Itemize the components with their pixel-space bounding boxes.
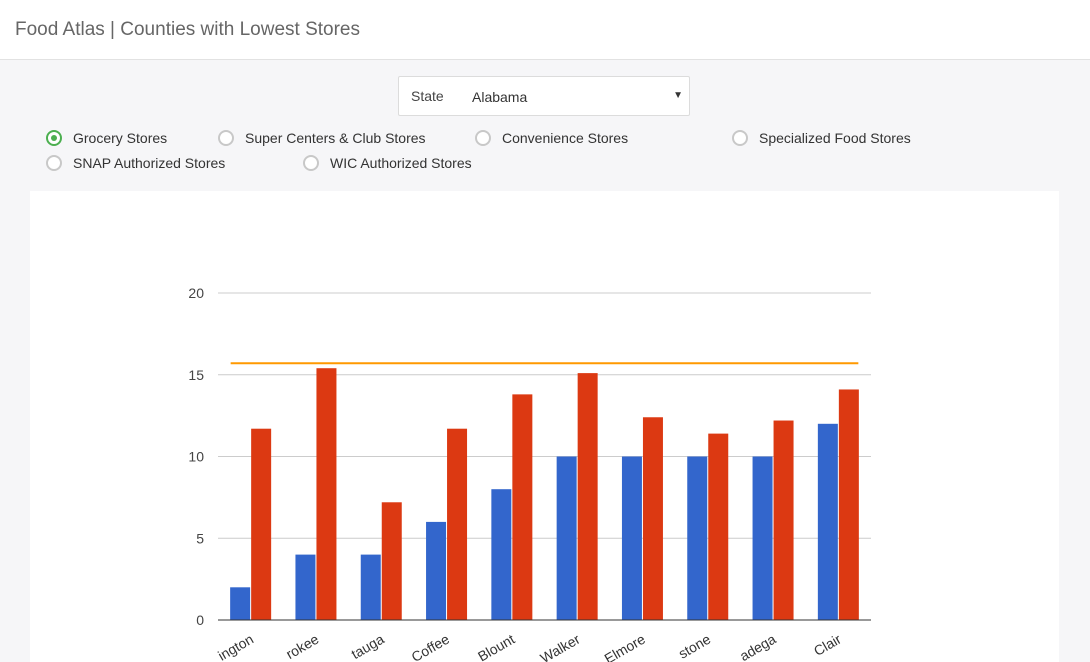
bar-series-1	[556, 456, 577, 620]
state-select-value: Alabama	[472, 89, 528, 105]
bar-series-2	[251, 428, 272, 620]
radio-label: Grocery Stores	[73, 130, 168, 146]
radio-wic-authorized-stores[interactable]: WIC Authorized Stores	[303, 153, 472, 173]
radio-icon	[218, 130, 234, 146]
radio-icon	[475, 130, 491, 146]
bar-series-1	[687, 456, 708, 620]
bar-series-2	[577, 373, 598, 620]
bar-series-2	[838, 389, 859, 620]
radio-icon	[303, 155, 319, 171]
x-tick-label: Clair	[811, 631, 844, 659]
chevron-down-icon: ▼	[673, 90, 683, 101]
radio-label: Convenience Stores	[502, 130, 629, 146]
radio-icon	[46, 155, 62, 171]
page-title: Food Atlas | Counties with Lowest Stores	[15, 19, 360, 40]
radio-snap-authorized-stores[interactable]: SNAP Authorized Stores	[46, 153, 225, 173]
x-tick-label: Walker	[537, 631, 583, 662]
bar-series-1	[752, 456, 773, 620]
bar-series-1	[491, 489, 512, 620]
bar-series-2	[708, 433, 729, 620]
x-tick-label: stone	[676, 631, 714, 662]
bar-series-2	[316, 368, 337, 620]
bar-series-2	[512, 394, 533, 620]
bar-series-1	[817, 423, 838, 620]
bar-series-2	[447, 428, 468, 620]
state-select[interactable]: State Alabama ▼	[398, 76, 690, 116]
bar-chart: 0 5 10 15 20 ington rokee tauga Coffee Blount Walk…	[188, 285, 871, 662]
bar-series-1	[360, 554, 381, 620]
x-tick-label: adega	[737, 631, 779, 662]
bar-series-1	[295, 554, 316, 620]
radio-label: WIC Authorized Stores	[330, 155, 472, 171]
y-tick-label: 20	[188, 285, 204, 301]
bar-series-1	[230, 587, 251, 620]
x-tick-label: Coffee	[409, 631, 453, 662]
app-header: Food Atlas | Counties with Lowest Stores	[0, 0, 1090, 60]
bar-series-1	[621, 456, 642, 620]
radio-icon	[46, 130, 62, 146]
x-tick-label: tauga	[348, 631, 387, 662]
bar-series-2	[642, 417, 663, 620]
y-tick-label: 0	[196, 612, 204, 628]
y-tick-label: 10	[188, 449, 204, 465]
radio-label: SNAP Authorized Stores	[73, 155, 226, 171]
radio-specialized-food-stores[interactable]: Specialized Food Stores	[732, 128, 911, 148]
radio-grocery-stores[interactable]: Grocery Stores	[46, 128, 167, 148]
bar-series-2	[381, 502, 402, 620]
state-select-label: State	[411, 88, 444, 104]
radio-super-centers-club-stores[interactable]: Super Centers & Club Stores	[218, 128, 426, 148]
bar-series-2	[773, 420, 794, 620]
radio-convenience-stores[interactable]: Convenience Stores	[475, 128, 628, 148]
x-tick-label: ington	[215, 631, 256, 662]
chart-panel: 0 5 10 15 20 ington rokee tauga Coffee Blount Walk…	[30, 191, 1059, 662]
radio-label: Super Centers & Club Stores	[245, 130, 426, 146]
y-tick-label: 15	[188, 367, 204, 383]
x-tick-label: Blount	[475, 631, 517, 662]
radio-icon	[732, 130, 748, 146]
x-tick-label: Elmore	[602, 631, 649, 662]
radio-label: Specialized Food Stores	[759, 130, 911, 146]
y-tick-label: 5	[196, 530, 204, 546]
x-tick-label: rokee	[283, 631, 322, 662]
bar-series-1	[426, 521, 447, 620]
